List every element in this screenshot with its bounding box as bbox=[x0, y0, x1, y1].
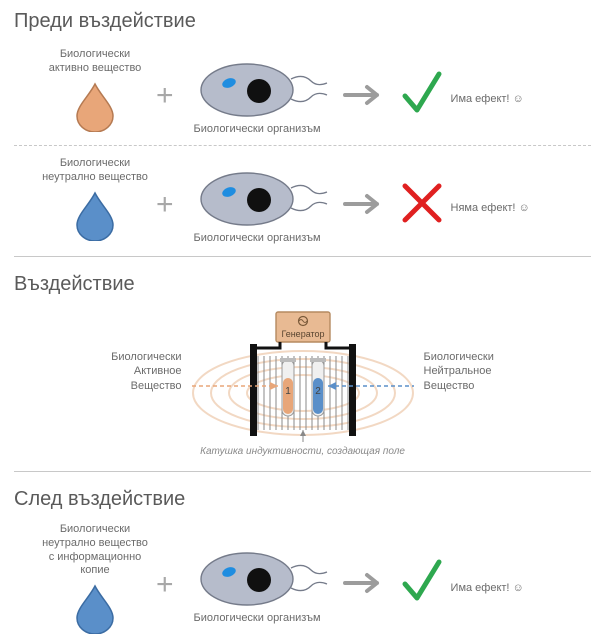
row-after-substance: Биологически неутрално вещество с информ… bbox=[0, 519, 605, 640]
row-active-substance: Биологически активно вещество + Биологич… bbox=[0, 41, 605, 141]
effect-label: Няма ефект! ☺ bbox=[451, 184, 530, 214]
divider bbox=[14, 145, 591, 146]
section-title-during: Въздействие bbox=[0, 263, 605, 304]
drop-label: Биологически активно вещество bbox=[40, 48, 150, 76]
arrow-icon bbox=[343, 178, 391, 221]
plus-icon: + bbox=[156, 67, 174, 113]
section-title-before: Преди въздействие bbox=[0, 0, 605, 41]
drop-icon bbox=[71, 80, 119, 132]
arrow-icon bbox=[343, 69, 391, 112]
device-left-label: Биологически Активное Вещество bbox=[111, 308, 187, 457]
device-right-label: Биологически Нейтральное Вещество bbox=[418, 308, 494, 457]
tube-1: 1 bbox=[280, 358, 296, 416]
device-svg: Генератор 1 2 bbox=[188, 308, 418, 448]
organism-label: Биологически организъм bbox=[194, 123, 321, 135]
effect-label: Има ефект! ☺ bbox=[451, 75, 524, 105]
divider bbox=[14, 471, 591, 472]
check-icon bbox=[399, 56, 445, 125]
drop-label: Биологически неутрално вещество с информ… bbox=[40, 523, 150, 578]
drop-icon bbox=[71, 189, 119, 241]
organism-icon bbox=[185, 59, 330, 121]
row-neutral-substance: Биологически неутрално вещество + Биолог… bbox=[0, 150, 605, 250]
plus-icon: + bbox=[156, 556, 174, 602]
tube-2: 2 bbox=[310, 358, 326, 416]
organism-label: Биологически организъм bbox=[194, 232, 321, 244]
svg-text:Генератор: Генератор bbox=[281, 329, 324, 339]
drop-icon bbox=[71, 582, 119, 634]
coil-caption: Катушка индуктивности, создающая поле bbox=[200, 446, 405, 457]
svg-text:2: 2 bbox=[315, 386, 321, 397]
section-title-after: След въздействие bbox=[0, 478, 605, 519]
effect-label: Има ефект! ☺ bbox=[451, 564, 524, 594]
arrow-icon bbox=[343, 557, 391, 600]
plus-icon: + bbox=[156, 176, 174, 222]
drop-label: Биологически неутрално вещество bbox=[40, 157, 150, 185]
device-diagram: Биологически Активное Вещество bbox=[0, 304, 605, 465]
check-icon bbox=[399, 544, 445, 613]
svg-text:1: 1 bbox=[285, 386, 291, 397]
divider bbox=[14, 256, 591, 257]
organism-label: Биологически организъм bbox=[194, 612, 321, 624]
organism-icon bbox=[185, 548, 330, 610]
cross-icon bbox=[399, 168, 445, 231]
organism-icon bbox=[185, 168, 330, 230]
